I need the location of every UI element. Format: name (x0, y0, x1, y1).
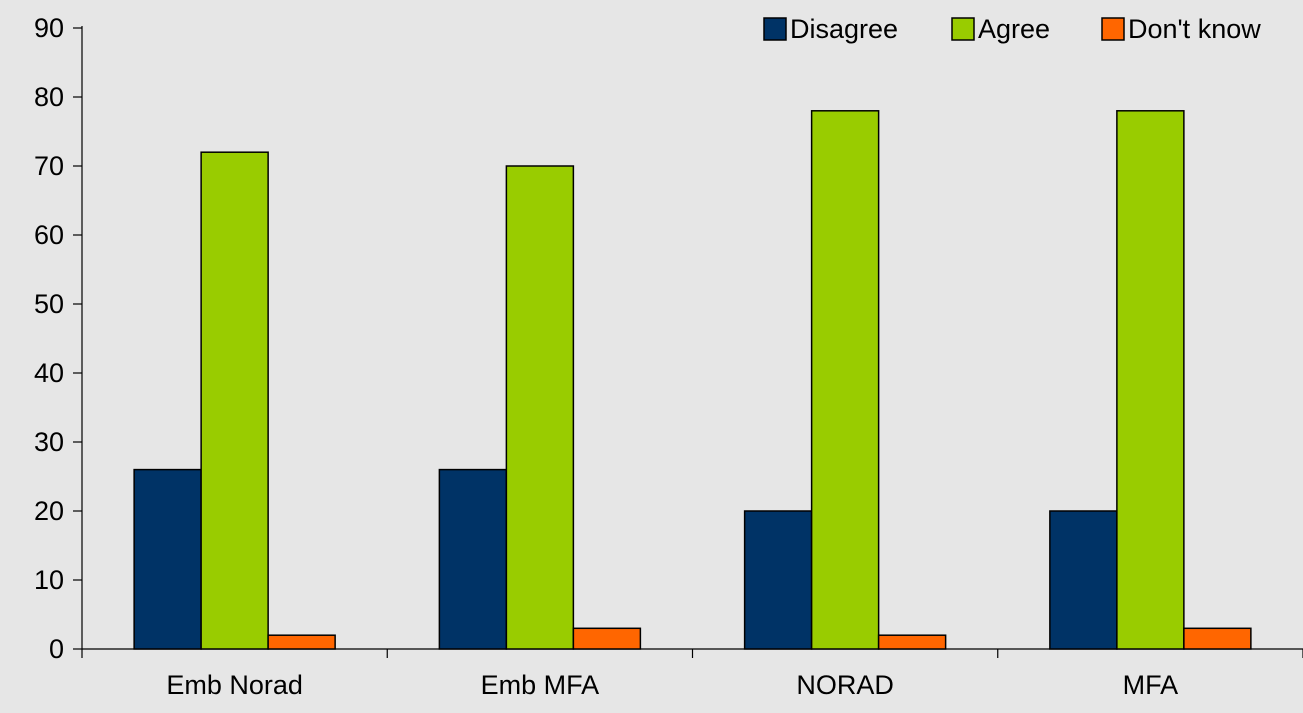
x-category-label: Emb Norad (166, 670, 303, 700)
y-tick-label: 70 (34, 151, 64, 181)
y-tick-label: 60 (34, 220, 64, 250)
legend-label: Agree (978, 14, 1050, 44)
legend: Disagree Agree Don't know (763, 14, 1261, 44)
bar-don-t-know-0 (267, 634, 336, 650)
y-tick-label: 0 (49, 634, 64, 664)
bar-disagree-2 (743, 510, 813, 650)
bar-disagree-1 (438, 468, 508, 650)
bar-disagree-0 (133, 468, 202, 650)
legend-swatch-disagree (763, 17, 787, 41)
bar-don-t-know-2 (877, 634, 947, 650)
bar-disagree-3 (1049, 510, 1118, 650)
y-tick-label: 50 (34, 289, 64, 319)
x-category-label: Emb MFA (481, 670, 600, 700)
bar-agree-2 (810, 110, 880, 650)
legend-swatch-agree (951, 17, 975, 41)
legend-label: Disagree (790, 14, 898, 44)
y-tick-label: 10 (34, 565, 64, 595)
y-tick-label: 90 (34, 13, 64, 43)
bar-agree-1 (505, 165, 575, 650)
axis-labels: 0 10 20 30 40 50 60 70 80 90 Emb Norad Emb MFA NORAD… (34, 13, 1178, 700)
bar-agree-0 (200, 151, 269, 650)
bar-don-t-know-3 (1183, 627, 1252, 650)
x-category-label: NORAD (796, 670, 894, 700)
y-tick-label: 80 (34, 82, 64, 112)
y-tick-label: 20 (34, 496, 64, 526)
bar-don-t-know-1 (572, 627, 642, 650)
bars (133, 110, 1252, 650)
legend-swatch-don-t-know (1101, 17, 1125, 41)
x-category-label: MFA (1123, 670, 1179, 700)
legend-label: Don't know (1128, 14, 1261, 44)
y-tick-label: 30 (34, 427, 64, 457)
y-tick-label: 40 (34, 358, 64, 388)
bar-agree-3 (1116, 110, 1185, 650)
